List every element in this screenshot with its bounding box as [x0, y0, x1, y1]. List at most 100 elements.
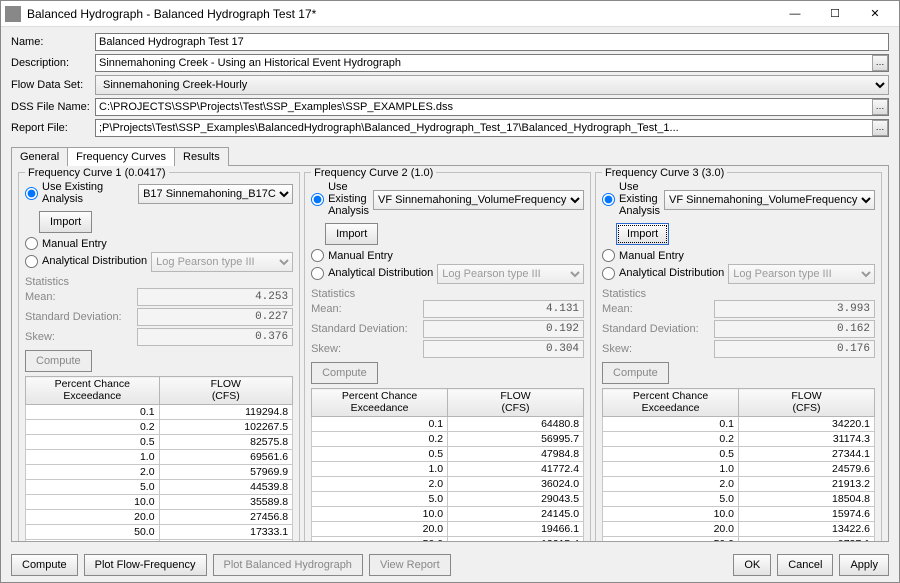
analytical-distribution-radio[interactable]: Analytical Distribution [602, 267, 724, 280]
compute-stats-button[interactable]: Compute [25, 350, 92, 372]
table-row[interactable]: 10.024145.0 [312, 507, 584, 522]
use-existing-analysis-radio[interactable]: Use Existing Analysis [25, 181, 134, 205]
close-button[interactable]: ✕ [855, 2, 895, 26]
report-file-ellipsis-button[interactable]: … [872, 120, 888, 136]
name-label: Name: [11, 36, 95, 48]
frequency-table: Percent ChanceExceedance FLOW(CFS) 0.134… [602, 388, 875, 542]
compute-button[interactable]: Compute [11, 554, 78, 576]
maximize-button[interactable]: ☐ [815, 2, 855, 26]
description-ellipsis-button[interactable]: … [872, 55, 888, 71]
table-row[interactable]: 5.018504.8 [603, 492, 875, 507]
stddev-value [423, 320, 584, 338]
mean-label: Mean: [602, 303, 714, 315]
manual-entry-radio[interactable]: Manual Entry [602, 249, 875, 262]
table-row[interactable]: 0.231174.3 [603, 432, 875, 447]
report-file-label: Report File: [11, 122, 95, 134]
table-row[interactable]: 2.036024.0 [312, 477, 584, 492]
compute-stats-button[interactable]: Compute [602, 362, 669, 384]
table-row[interactable]: 50.013215.4 [312, 537, 584, 542]
flow-data-set-label: Flow Data Set: [11, 79, 95, 91]
table-row[interactable]: 20.019466.1 [312, 522, 584, 537]
compute-stats-button[interactable]: Compute [311, 362, 378, 384]
flow-data-set-select[interactable]: Sinnemahoning Creek-Hourly [95, 75, 889, 95]
table-row[interactable]: 10.015974.6 [603, 507, 875, 522]
dss-file-ellipsis-button[interactable]: … [872, 99, 888, 115]
table-row[interactable]: 80.011461.6 [26, 540, 293, 542]
analytical-distribution-radio[interactable]: Analytical Distribution [25, 255, 147, 268]
cancel-button[interactable]: Cancel [777, 554, 833, 576]
apply-button[interactable]: Apply [839, 554, 889, 576]
table-row[interactable]: 2.057969.9 [26, 465, 293, 480]
col-flow[interactable]: FLOW(CFS) [159, 377, 293, 405]
skew-value [714, 340, 875, 358]
analytical-distribution-radio[interactable]: Analytical Distribution [311, 267, 433, 280]
import-button[interactable]: Import [616, 223, 669, 245]
tab-body: Frequency Curve 1 (0.0417) Use Existing … [11, 165, 889, 542]
curve-title: Frequency Curve 2 (1.0) [311, 167, 436, 179]
titlebar: Balanced Hydrograph - Balanced Hydrograp… [1, 1, 899, 27]
table-row[interactable]: 0.547984.8 [312, 447, 584, 462]
table-row[interactable]: 10.035589.8 [26, 495, 293, 510]
frequency-curve-panel-3: Frequency Curve 3 (3.0) Use Existing Ana… [595, 172, 882, 542]
mean-value [423, 300, 584, 318]
analysis-select[interactable]: B17 Sinnemahoning_B17C [138, 184, 293, 204]
description-field[interactable] [95, 54, 889, 72]
table-row[interactable]: 5.044539.8 [26, 480, 293, 495]
table-row[interactable]: 20.013422.6 [603, 522, 875, 537]
table-row[interactable]: 50.017333.1 [26, 525, 293, 540]
import-button[interactable]: Import [39, 211, 92, 233]
plot-balanced-hydrograph-button[interactable]: Plot Balanced Hydrograph [213, 554, 363, 576]
minimize-button[interactable]: — [775, 2, 815, 26]
distribution-select[interactable]: Log Pearson type III [151, 252, 293, 272]
use-existing-analysis-radio[interactable]: Use Existing Analysis [602, 181, 660, 217]
tab-frequency-curves[interactable]: Frequency Curves [67, 147, 175, 166]
table-row[interactable]: 0.582575.8 [26, 435, 293, 450]
ok-button[interactable]: OK [733, 554, 771, 576]
skew-value [137, 328, 293, 346]
mean-label: Mean: [311, 303, 423, 315]
col-percent-chance[interactable]: Percent ChanceExceedance [312, 389, 448, 417]
name-field[interactable] [95, 33, 889, 51]
table-row[interactable]: 2.021913.2 [603, 477, 875, 492]
table-row[interactable]: 0.2102267.5 [26, 420, 293, 435]
table-row[interactable]: 0.134220.1 [603, 417, 875, 432]
col-percent-chance[interactable]: Percent ChanceExceedance [26, 377, 160, 405]
table-row[interactable]: 1.024579.6 [603, 462, 875, 477]
use-existing-analysis-radio[interactable]: Use Existing Analysis [311, 181, 369, 217]
tab-general[interactable]: General [11, 147, 68, 166]
stddev-label: Standard Deviation: [311, 323, 423, 335]
table-row[interactable]: 50.09737.1 [603, 537, 875, 542]
import-button[interactable]: Import [325, 223, 378, 245]
analysis-select[interactable]: VF Sinnemahoning_VolumeFrequency [664, 190, 875, 210]
report-file-field[interactable] [95, 119, 889, 137]
skew-label: Skew: [25, 331, 137, 343]
table-row[interactable]: 0.164480.8 [312, 417, 584, 432]
col-percent-chance[interactable]: Percent ChanceExceedance [603, 389, 739, 417]
col-flow[interactable]: FLOW(CFS) [448, 389, 584, 417]
dss-file-field[interactable] [95, 98, 889, 116]
manual-entry-radio[interactable]: Manual Entry [311, 249, 584, 262]
table-row[interactable]: 20.027456.8 [26, 510, 293, 525]
stddev-value [714, 320, 875, 338]
header-form: Name: Description: … Flow Data Set: Sinn… [1, 27, 899, 142]
table-row[interactable]: 0.256995.7 [312, 432, 584, 447]
table-row[interactable]: 1.041772.4 [312, 462, 584, 477]
stddev-value [137, 308, 293, 326]
distribution-select[interactable]: Log Pearson type III [728, 264, 875, 284]
manual-entry-radio[interactable]: Manual Entry [25, 237, 293, 250]
table-row[interactable]: 1.069561.6 [26, 450, 293, 465]
frequency-table: Percent ChanceExceedance FLOW(CFS) 0.164… [311, 388, 584, 542]
table-row[interactable]: 0.527344.1 [603, 447, 875, 462]
window-title: Balanced Hydrograph - Balanced Hydrograp… [27, 7, 775, 21]
table-row[interactable]: 0.1119294.8 [26, 405, 293, 420]
stddev-label: Standard Deviation: [25, 311, 137, 323]
curve-title: Frequency Curve 3 (3.0) [602, 167, 727, 179]
view-report-button[interactable]: View Report [369, 554, 451, 576]
analysis-select[interactable]: VF Sinnemahoning_VolumeFrequency [373, 190, 584, 210]
table-row[interactable]: 5.029043.5 [312, 492, 584, 507]
col-flow[interactable]: FLOW(CFS) [739, 389, 875, 417]
distribution-select[interactable]: Log Pearson type III [437, 264, 584, 284]
frequency-table: Percent ChanceExceedance FLOW(CFS) 0.111… [25, 376, 293, 542]
plot-flow-frequency-button[interactable]: Plot Flow-Frequency [84, 554, 207, 576]
tab-results[interactable]: Results [174, 147, 229, 166]
